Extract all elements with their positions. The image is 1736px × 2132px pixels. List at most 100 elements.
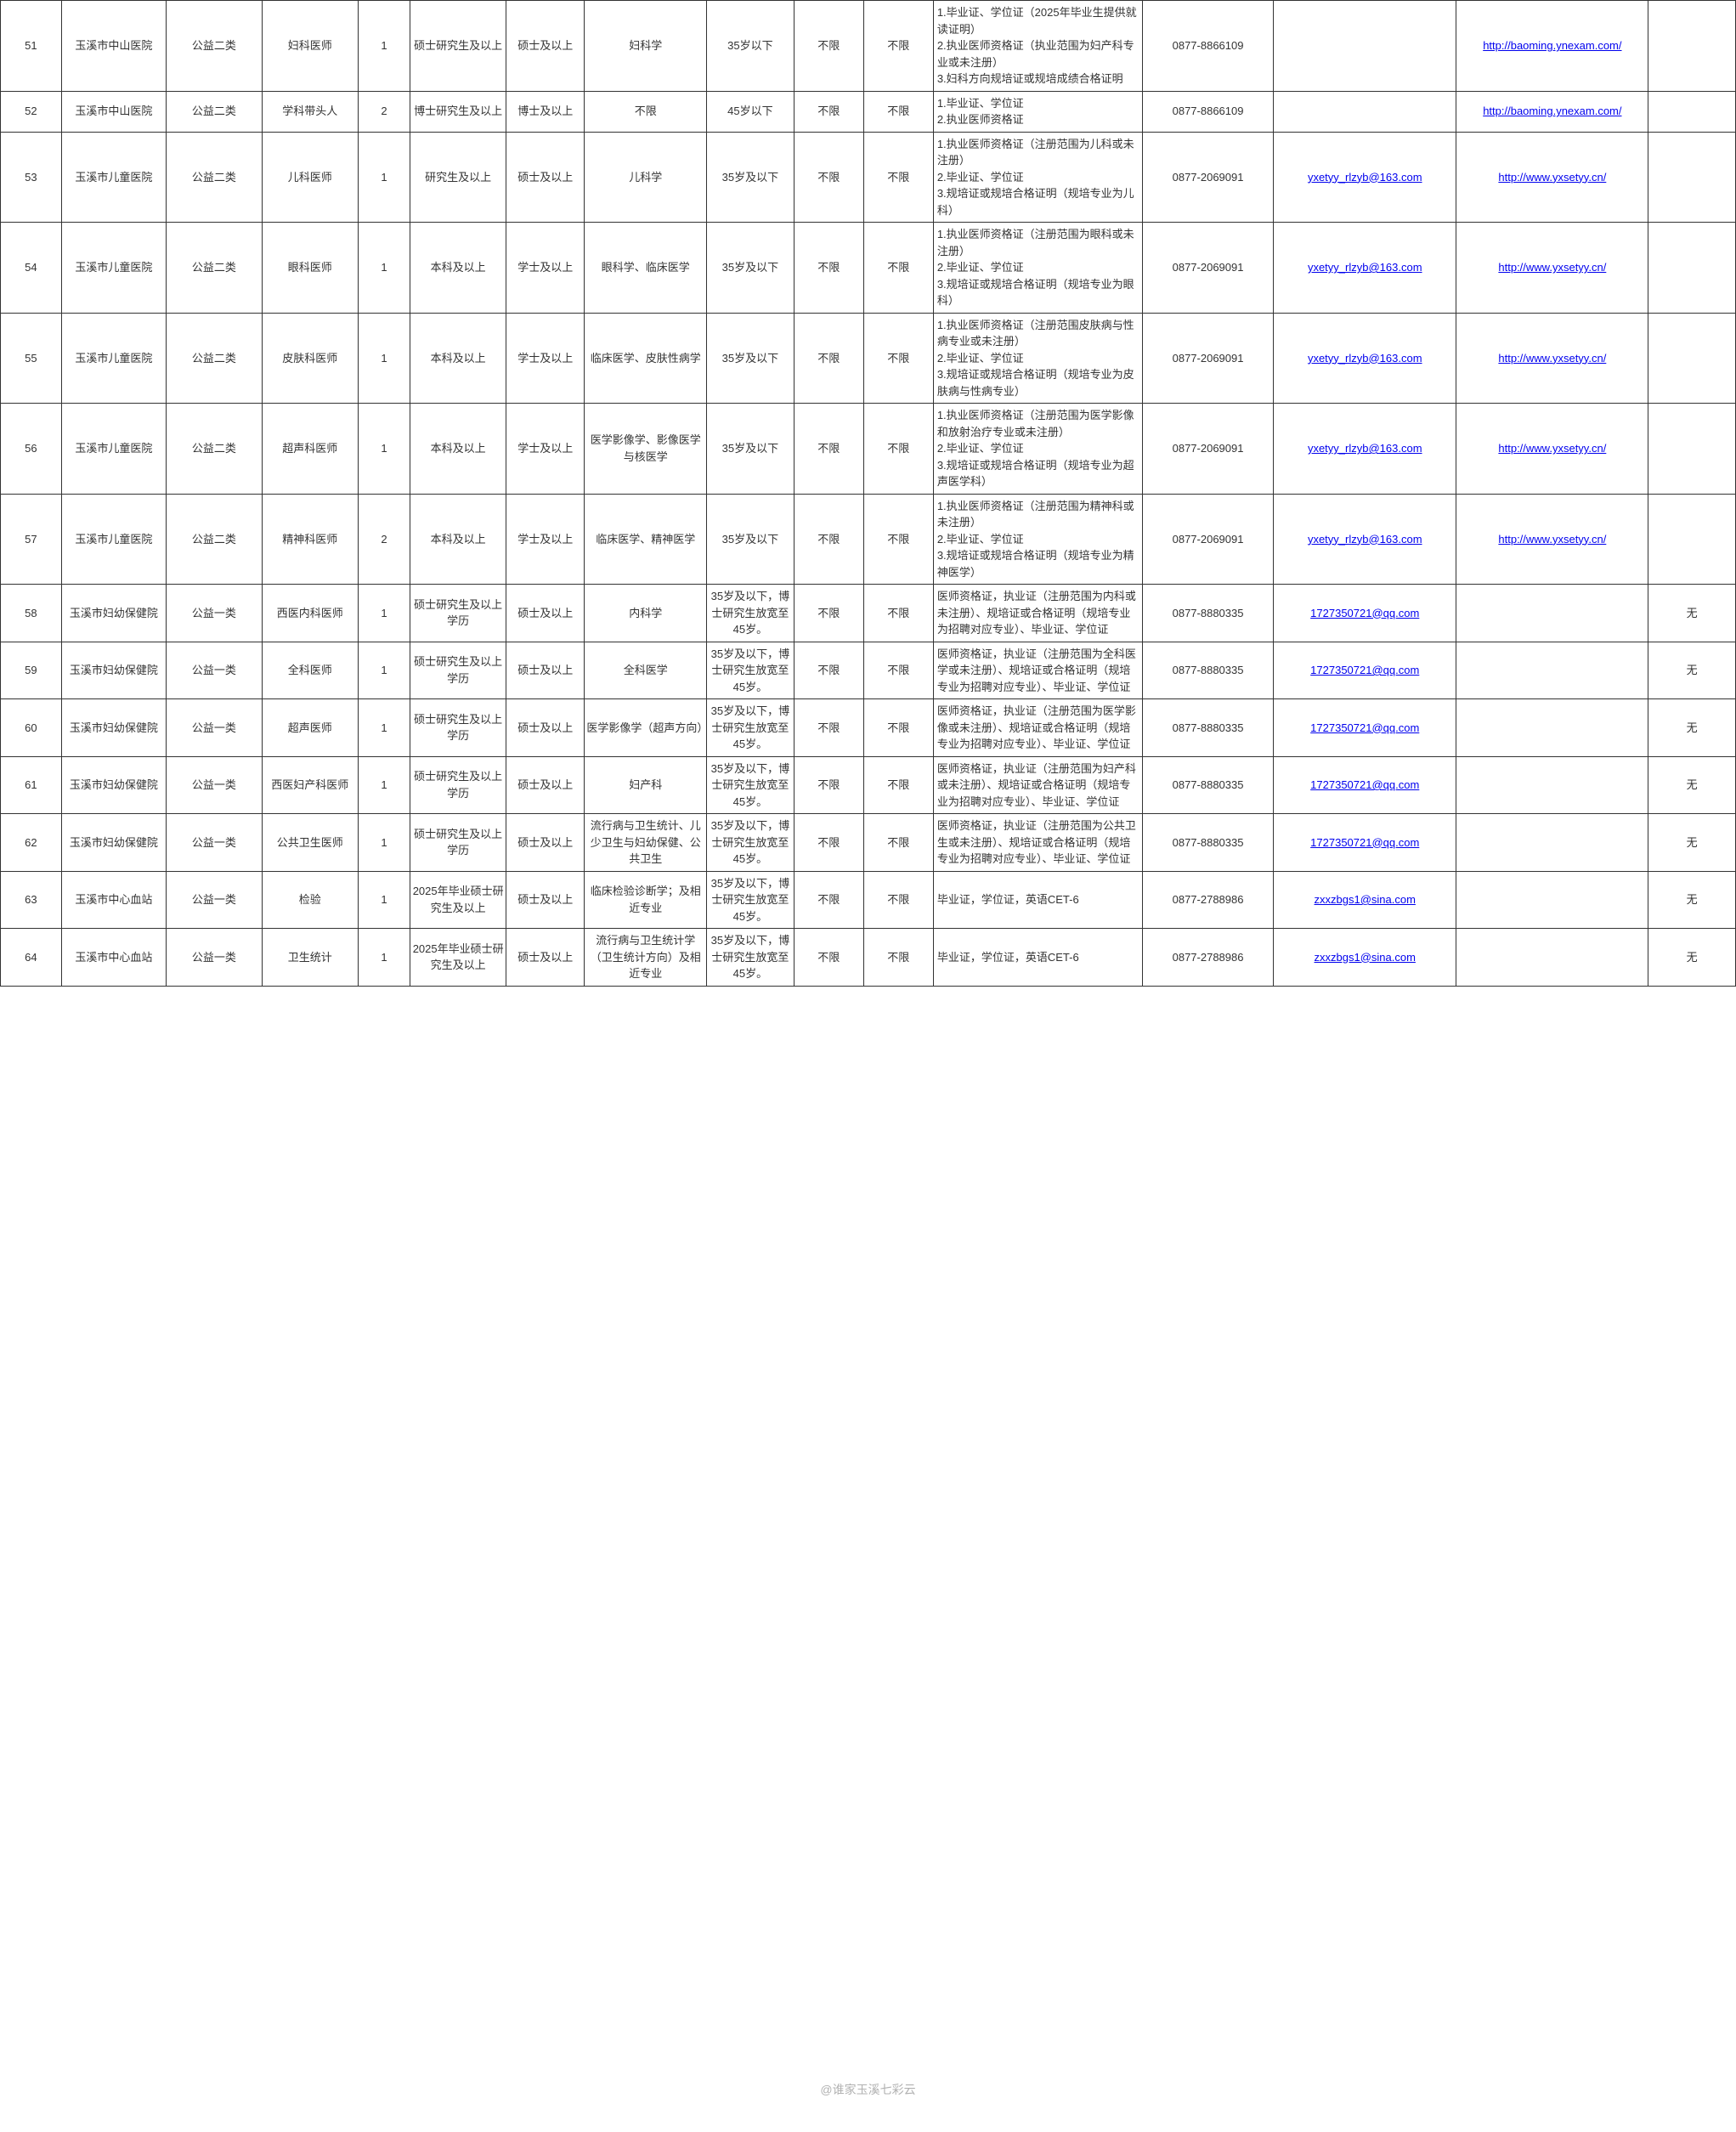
table-row: 54玉溪市儿童医院公益二类眼科医师1本科及以上学士及以上眼科学、临床医学35岁及… bbox=[1, 223, 1736, 314]
cell-age: 35岁及以下 bbox=[707, 404, 794, 495]
cell-post: 皮肤科医师 bbox=[262, 313, 358, 404]
cell-seq: 53 bbox=[1, 132, 62, 223]
cell-age: 35岁及以下，博士研究生放宽至45岁。 bbox=[707, 642, 794, 699]
cell-phone: 0877-8880335 bbox=[1143, 585, 1274, 642]
cell-email: zxxzbgs1@sina.com bbox=[1274, 929, 1456, 987]
cell-count: 1 bbox=[358, 404, 410, 495]
email-link[interactable]: zxxzbgs1@sina.com bbox=[1315, 893, 1416, 906]
cell-post: 西医内科医师 bbox=[262, 585, 358, 642]
cell-email bbox=[1274, 91, 1456, 132]
cell-req: 毕业证，学位证，英语CET-6 bbox=[933, 871, 1142, 929]
cell-unit: 玉溪市中山医院 bbox=[61, 91, 166, 132]
cell-email: 1727350721@qq.com bbox=[1274, 756, 1456, 814]
email-link[interactable]: zxxzbgs1@sina.com bbox=[1315, 951, 1416, 964]
cell-count: 1 bbox=[358, 756, 410, 814]
email-link[interactable]: yxetyy_rlzyb@163.com bbox=[1308, 352, 1422, 365]
website-link[interactable]: http://baoming.ynexam.com/ bbox=[1483, 39, 1621, 52]
cell-degree: 硕士及以上 bbox=[506, 756, 585, 814]
table-row: 55玉溪市儿童医院公益二类皮肤科医师1本科及以上学士及以上临床医学、皮肤性病学3… bbox=[1, 313, 1736, 404]
email-link[interactable]: yxetyy_rlzyb@163.com bbox=[1308, 442, 1422, 455]
website-link[interactable]: http://baoming.ynexam.com/ bbox=[1483, 105, 1621, 117]
cell-remark bbox=[1648, 404, 1736, 495]
cell-nation: 不限 bbox=[863, 929, 933, 987]
cell-email: 1727350721@qq.com bbox=[1274, 814, 1456, 872]
cell-edu: 博士研究生及以上 bbox=[410, 91, 506, 132]
website-link[interactable]: http://www.yxsetyy.cn/ bbox=[1498, 352, 1606, 365]
cell-degree: 学士及以上 bbox=[506, 313, 585, 404]
cell-major: 医学影像学（超声方向） bbox=[585, 699, 707, 757]
cell-edu: 硕士研究生及以上 bbox=[410, 1, 506, 92]
cell-remark bbox=[1648, 91, 1736, 132]
cell-website bbox=[1456, 642, 1648, 699]
cell-sex: 不限 bbox=[794, 814, 863, 872]
cell-type: 公益二类 bbox=[166, 404, 262, 495]
cell-phone: 0877-8866109 bbox=[1143, 91, 1274, 132]
cell-seq: 58 bbox=[1, 585, 62, 642]
cell-degree: 硕士及以上 bbox=[506, 1, 585, 92]
cell-remark: 无 bbox=[1648, 871, 1736, 929]
cell-phone: 0877-2069091 bbox=[1143, 494, 1274, 585]
cell-count: 1 bbox=[358, 132, 410, 223]
email-link[interactable]: 1727350721@qq.com bbox=[1310, 607, 1419, 619]
cell-sex: 不限 bbox=[794, 132, 863, 223]
email-link[interactable]: yxetyy_rlzyb@163.com bbox=[1308, 261, 1422, 274]
website-link[interactable]: http://www.yxsetyy.cn/ bbox=[1498, 171, 1606, 184]
cell-email: 1727350721@qq.com bbox=[1274, 642, 1456, 699]
table-row: 61玉溪市妇幼保健院公益一类西医妇产科医师1硕士研究生及以上学历硕士及以上妇产科… bbox=[1, 756, 1736, 814]
cell-email bbox=[1274, 1, 1456, 92]
cell-req: 1.执业医师资格证（注册范围皮肤病与性病专业或未注册） 2.毕业证、学位证 3.… bbox=[933, 313, 1142, 404]
table-row: 51玉溪市中山医院公益二类妇科医师1硕士研究生及以上硕士及以上妇科学35岁以下不… bbox=[1, 1, 1736, 92]
cell-sex: 不限 bbox=[794, 223, 863, 314]
cell-post: 卫生统计 bbox=[262, 929, 358, 987]
cell-remark bbox=[1648, 313, 1736, 404]
cell-type: 公益二类 bbox=[166, 494, 262, 585]
cell-req: 毕业证，学位证，英语CET-6 bbox=[933, 929, 1142, 987]
cell-seq: 51 bbox=[1, 1, 62, 92]
cell-age: 35岁及以下 bbox=[707, 313, 794, 404]
cell-website: http://www.yxsetyy.cn/ bbox=[1456, 313, 1648, 404]
cell-email: 1727350721@qq.com bbox=[1274, 699, 1456, 757]
email-link[interactable]: yxetyy_rlzyb@163.com bbox=[1308, 533, 1422, 546]
cell-unit: 玉溪市儿童医院 bbox=[61, 313, 166, 404]
cell-website bbox=[1456, 929, 1648, 987]
cell-nation: 不限 bbox=[863, 699, 933, 757]
cell-age: 45岁以下 bbox=[707, 91, 794, 132]
cell-remark: 无 bbox=[1648, 814, 1736, 872]
cell-post: 妇科医师 bbox=[262, 1, 358, 92]
cell-req: 1.毕业证、学位证 2.执业医师资格证 bbox=[933, 91, 1142, 132]
cell-count: 1 bbox=[358, 814, 410, 872]
cell-req: 1.毕业证、学位证（2025年毕业生提供就读证明） 2.执业医师资格证（执业范围… bbox=[933, 1, 1142, 92]
cell-edu: 硕士研究生及以上学历 bbox=[410, 699, 506, 757]
table-row: 62玉溪市妇幼保健院公益一类公共卫生医师1硕士研究生及以上学历硕士及以上流行病与… bbox=[1, 814, 1736, 872]
cell-website: http://baoming.ynexam.com/ bbox=[1456, 1, 1648, 92]
cell-website: http://www.yxsetyy.cn/ bbox=[1456, 223, 1648, 314]
cell-phone: 0877-2069091 bbox=[1143, 132, 1274, 223]
cell-seq: 64 bbox=[1, 929, 62, 987]
email-link[interactable]: 1727350721@qq.com bbox=[1310, 664, 1419, 676]
website-link[interactable]: http://www.yxsetyy.cn/ bbox=[1498, 442, 1606, 455]
email-link[interactable]: 1727350721@qq.com bbox=[1310, 778, 1419, 791]
cell-req: 医师资格证，执业证（注册范围为医学影像或未注册）、规培证或合格证明（规培专业为招… bbox=[933, 699, 1142, 757]
cell-req: 1.执业医师资格证（注册范围为眼科或未注册） 2.毕业证、学位证 3.规培证或规… bbox=[933, 223, 1142, 314]
cell-req: 医师资格证，执业证（注册范围为内科或未注册）、规培证或合格证明（规培专业为招聘对… bbox=[933, 585, 1142, 642]
cell-age: 35岁及以下 bbox=[707, 494, 794, 585]
email-link[interactable]: 1727350721@qq.com bbox=[1310, 721, 1419, 734]
email-link[interactable]: 1727350721@qq.com bbox=[1310, 836, 1419, 849]
cell-sex: 不限 bbox=[794, 699, 863, 757]
cell-count: 1 bbox=[358, 642, 410, 699]
cell-remark: 无 bbox=[1648, 756, 1736, 814]
cell-nation: 不限 bbox=[863, 814, 933, 872]
cell-age: 35岁及以下，博士研究生放宽至45岁。 bbox=[707, 814, 794, 872]
cell-type: 公益一类 bbox=[166, 814, 262, 872]
cell-sex: 不限 bbox=[794, 585, 863, 642]
cell-major: 临床医学、皮肤性病学 bbox=[585, 313, 707, 404]
cell-sex: 不限 bbox=[794, 756, 863, 814]
cell-degree: 博士及以上 bbox=[506, 91, 585, 132]
cell-edu: 硕士研究生及以上学历 bbox=[410, 756, 506, 814]
website-link[interactable]: http://www.yxsetyy.cn/ bbox=[1498, 533, 1606, 546]
website-link[interactable]: http://www.yxsetyy.cn/ bbox=[1498, 261, 1606, 274]
cell-post: 精神科医师 bbox=[262, 494, 358, 585]
email-link[interactable]: yxetyy_rlzyb@163.com bbox=[1308, 171, 1422, 184]
cell-sex: 不限 bbox=[794, 404, 863, 495]
cell-sex: 不限 bbox=[794, 494, 863, 585]
